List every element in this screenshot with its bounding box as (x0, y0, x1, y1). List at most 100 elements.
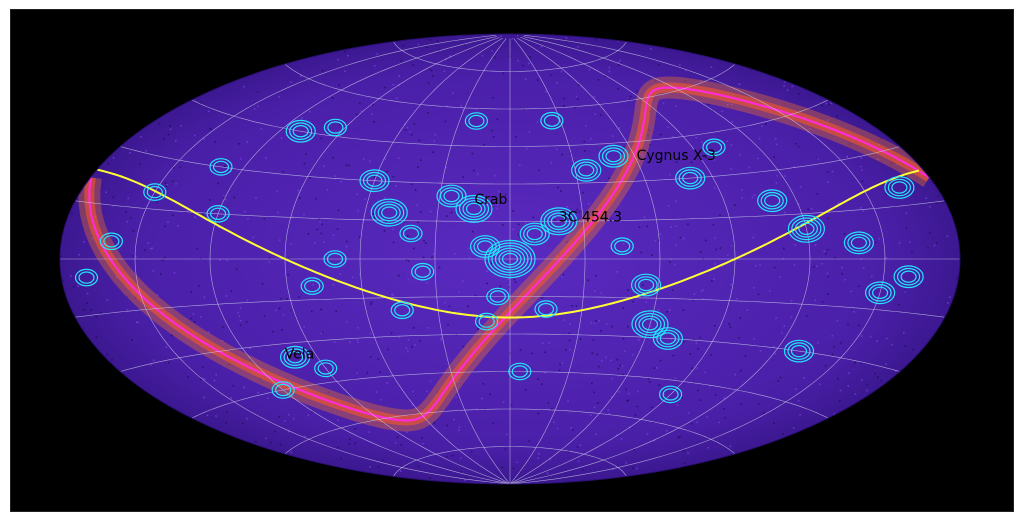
noise-dot (223, 452, 225, 455)
noise-dot (321, 42, 324, 44)
noise-dot (866, 406, 869, 408)
noise-dot (452, 92, 454, 95)
noise-dot (723, 397, 726, 399)
noise-dot (943, 184, 946, 187)
contour-ring (402, 227, 420, 240)
noise-dot (519, 349, 522, 351)
noise-dot (805, 53, 808, 55)
noise-dot (765, 123, 767, 125)
noise-dot (210, 66, 212, 68)
noise-dot (597, 79, 600, 81)
noise-dot (547, 402, 550, 405)
noise-dot (860, 157, 863, 159)
noise-dot (675, 244, 678, 247)
noise-dot (952, 42, 954, 44)
noise-dot (869, 411, 872, 414)
noise-dot (814, 299, 817, 302)
noise-dot (113, 75, 116, 78)
noise-dot (137, 82, 140, 85)
noise-dot (627, 289, 629, 291)
noise-dot (77, 466, 79, 468)
noise-dot (667, 205, 670, 207)
noise-dot (927, 247, 929, 249)
noise-dot (61, 410, 63, 412)
noise-dot (554, 216, 556, 219)
contour-ring (280, 345, 311, 369)
noise-dot (695, 475, 698, 477)
noise-dot (759, 45, 762, 47)
noise-dot (876, 340, 878, 342)
noise-dot (617, 64, 620, 66)
noise-dot (121, 83, 124, 85)
noise-dot (638, 339, 640, 341)
noise-dot (809, 431, 812, 433)
noise-dot (317, 38, 320, 40)
noise-dot (203, 138, 205, 140)
noise-dot (162, 91, 164, 93)
noise-dot (672, 354, 675, 357)
noise-dot (500, 35, 502, 37)
noise-dot (687, 223, 689, 226)
noise-dot (524, 78, 527, 80)
contour-ring (864, 281, 896, 305)
noise-dot (242, 39, 244, 42)
noise-dot (334, 178, 337, 180)
contour-ring (464, 112, 488, 130)
contour-ring (359, 169, 390, 193)
contour-ring (399, 224, 423, 243)
noise-dot (612, 468, 614, 470)
noise-dot (683, 462, 686, 464)
noise-dot (676, 404, 679, 406)
contour-ring (287, 351, 304, 364)
noise-dot (427, 112, 429, 114)
noise-dot (932, 469, 934, 472)
noise-dot (407, 260, 410, 262)
noise-dot (105, 422, 107, 424)
noise-dot (523, 108, 525, 111)
contour-ring (390, 301, 414, 320)
noise-dot (595, 433, 597, 436)
yellow-curve (96, 168, 920, 319)
noise-dot (159, 402, 161, 405)
noise-dot (90, 309, 92, 311)
noise-dot (528, 373, 531, 375)
noise-dot (787, 400, 790, 403)
contour-ring (314, 359, 338, 378)
noise-dot (885, 58, 888, 61)
noise-dot (368, 431, 371, 433)
noise-dot (72, 52, 75, 54)
noise-dot (638, 160, 640, 162)
noise-dot (163, 137, 165, 140)
noise-dot (95, 160, 97, 162)
noise-dot (153, 446, 156, 448)
noise-dot (225, 51, 228, 54)
noise-dot (407, 350, 409, 352)
noise-dot (237, 311, 239, 314)
noise-dot (89, 102, 91, 105)
noise-dot (839, 443, 842, 445)
noise-dot (63, 159, 65, 161)
noise-dot (217, 226, 220, 229)
noise-dot (133, 78, 136, 81)
noise-dot (199, 102, 202, 105)
noise-dot (179, 166, 181, 169)
noise-dot (593, 406, 596, 409)
noise-dot (261, 282, 264, 285)
noise-dot (695, 342, 698, 344)
noise-dot (325, 367, 328, 370)
noise-dot (468, 247, 470, 249)
noise-dot (927, 50, 929, 53)
noise-dot (453, 418, 455, 421)
noise-dot (855, 40, 858, 42)
noise-dot (120, 45, 122, 47)
noise-dot (370, 301, 373, 303)
noise-dot (377, 358, 380, 360)
noise-dot (236, 44, 238, 47)
noise-dot (553, 421, 555, 423)
noise-dot (204, 378, 206, 380)
noise-dot (462, 108, 464, 111)
noise-dot (903, 332, 905, 334)
noise-dot (288, 430, 290, 433)
noise-dot (256, 91, 259, 93)
noise-dot (627, 399, 629, 402)
